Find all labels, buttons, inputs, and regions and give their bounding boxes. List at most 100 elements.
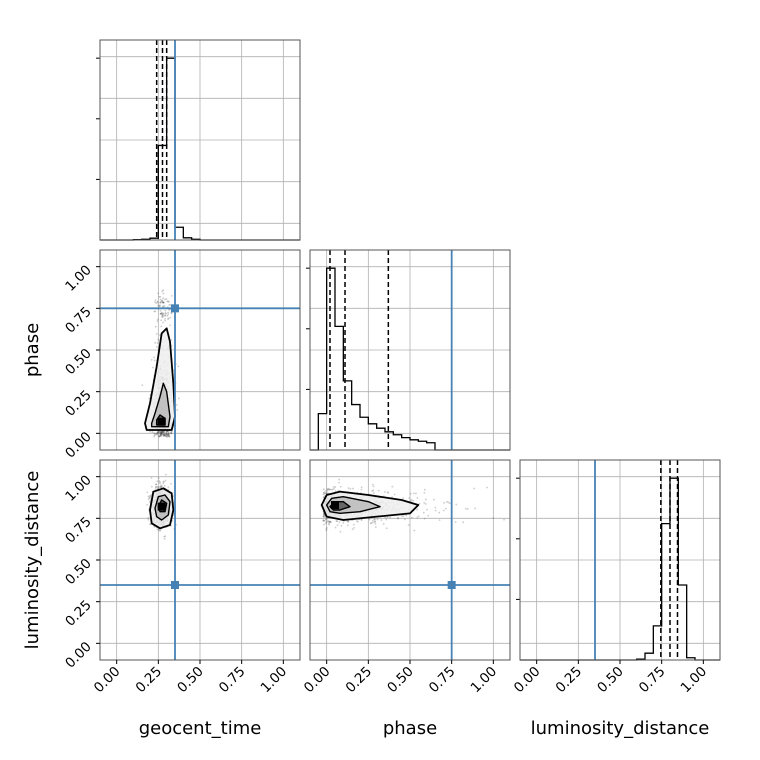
sample-point [412,499,414,502]
sample-point [326,488,329,491]
sample-point [150,485,153,488]
sample-point [153,525,156,528]
sample-point [162,292,165,295]
sample-point [404,518,406,521]
sample-point [163,535,166,538]
x-tick-label: 0.50 [384,664,417,697]
tick-labels: 0.00 0.25 0.50 0.75 1.00 0.00 0.25 0.50 0.75 1.00… [62,262,710,696]
sample-point [160,484,162,487]
y-tick-label: 1.00 [62,472,95,505]
sample-point [473,487,476,490]
sample-point [148,397,151,400]
sample-point [163,301,165,304]
sample-point [326,492,329,495]
sample-point [347,487,350,489]
x-axis-label-phase: phase [383,718,437,739]
sample-point [154,301,156,303]
sample-point [327,487,330,490]
sample-point [169,316,172,319]
sample-point [161,311,163,314]
sample-point [166,433,168,436]
sample-point [325,528,328,530]
sample-point [162,313,165,315]
sample-point [170,338,173,341]
sample-point [161,299,164,302]
x-tick-label: 0.50 [594,664,627,697]
sample-point [445,507,447,510]
sample-point [167,432,170,434]
sample-point [159,301,162,303]
sample-point [331,488,334,491]
sample-point [163,481,165,483]
sample-point [156,431,159,434]
sample-point [161,290,164,293]
sample-point [166,315,169,317]
sample-point [161,305,164,308]
sample-point [323,523,325,526]
sample-point [159,298,162,301]
sample-point [466,508,469,511]
x-tick-label: 0.25 [343,664,376,697]
sample-point [167,432,170,435]
y-tick-label: 0.75 [62,514,95,547]
sample-point [170,432,172,435]
sample-point [325,526,328,529]
sample-point [339,485,342,488]
sample-point [162,480,165,483]
sample-point [149,430,151,433]
sample-point [164,309,167,312]
sample-point [153,356,156,359]
sample-point [322,488,325,491]
sample-point [338,481,340,484]
sample-point [324,492,327,494]
sample-point [167,430,170,433]
sample-point [161,300,164,303]
sample-point [167,433,170,436]
sample-point [338,521,341,524]
sample-point [329,521,331,524]
sample-point [163,434,165,437]
grid [100,250,300,450]
sample-point [424,498,427,501]
x-tick-label: 0.75 [636,664,669,697]
sample-point [168,435,171,438]
sample-point [154,488,157,491]
sample-point [368,518,371,521]
sample-point [165,435,167,438]
y-tick-label: 1.00 [62,262,95,295]
sample-point [332,485,335,488]
grid [520,460,720,660]
y-tick-label: 0.00 [62,429,95,462]
sample-point [164,317,166,320]
sample-point [162,315,165,318]
sample-point [164,535,167,538]
sample-point [158,435,161,438]
sample-point [374,518,376,521]
y-tick-label: 0.50 [62,346,95,379]
sample-point [327,488,330,491]
sample-point [323,520,326,522]
sample-point [166,434,169,437]
sample-point [157,431,159,434]
sample-point [349,488,352,490]
x-tick-label: 0.25 [553,664,586,697]
sample-point [156,320,159,322]
sample-point [160,432,162,435]
sample-point [161,431,163,434]
sample-point [164,314,167,317]
sample-point [371,519,374,522]
sample-point [167,311,170,314]
sample-point [167,317,170,320]
sample-point [164,479,167,482]
sample-point [434,509,437,512]
sample-point [372,485,375,488]
sample-point [162,305,165,308]
x-tick-label: 0.00 [511,664,544,697]
sample-point [167,434,170,437]
sample-point [423,501,426,504]
sample-point [389,516,392,519]
hist-panel-luminosity-distance [516,459,721,661]
sample-point [328,520,331,523]
hist-panel-geocent-time [96,39,301,241]
sample-point [158,432,160,434]
